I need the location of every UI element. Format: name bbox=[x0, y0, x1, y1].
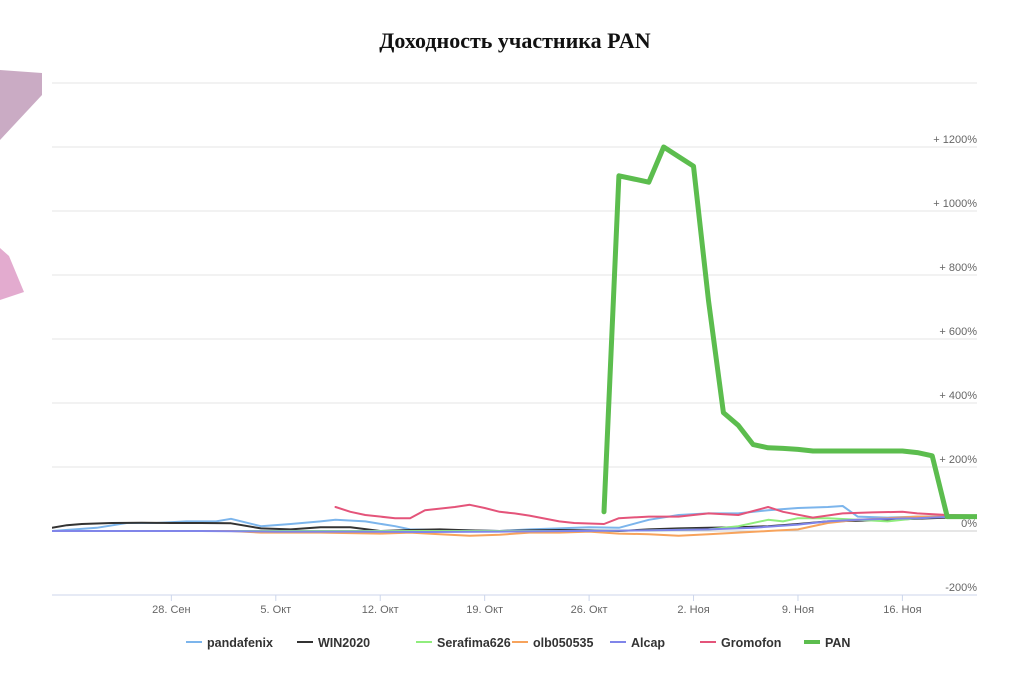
legend-label: WIN2020 bbox=[318, 636, 370, 650]
x-tick-label: 2. Ноя bbox=[677, 604, 709, 616]
x-axis: 28. Сен 5. Окт 12. Окт 19. Окт 26. Окт 2. Ноя… bbox=[52, 594, 977, 616]
x-tick-label: 19. Окт bbox=[466, 604, 503, 616]
legend-item-pan[interactable]: PAN bbox=[804, 636, 850, 650]
x-tick-label: 28. Сен bbox=[152, 604, 190, 616]
y-tick-label: + 1000% bbox=[933, 198, 977, 210]
legend: pandafenix WIN2020 Serafima626 olb050535 Alc… bbox=[186, 636, 850, 650]
legend-label: olb050535 bbox=[533, 636, 594, 650]
decor-shape-bottom bbox=[0, 248, 24, 300]
y-tick-label: -200% bbox=[945, 582, 977, 594]
legend-item-gromofon[interactable]: Gromofon bbox=[700, 636, 781, 650]
series-lines bbox=[52, 144, 978, 537]
y-tick-label: 0% bbox=[961, 518, 977, 530]
y-tick-label: + 800% bbox=[939, 262, 977, 274]
y-tick-label: + 600% bbox=[939, 326, 977, 338]
legend-item-olb050535[interactable]: olb050535 bbox=[512, 636, 594, 650]
x-tick-label: 5. Окт bbox=[260, 604, 291, 616]
x-tick-label: 9. Ноя bbox=[782, 604, 814, 616]
legend-label: Alcap bbox=[631, 636, 665, 650]
x-tick-label: 26. Окт bbox=[571, 604, 608, 616]
x-tick-label: 16. Ноя bbox=[883, 604, 921, 616]
series-line-alcap[interactable] bbox=[52, 515, 977, 533]
series-line-pan[interactable] bbox=[601, 144, 977, 520]
x-tick-label: 12. Окт bbox=[362, 604, 399, 616]
y-tick-label: + 200% bbox=[939, 454, 977, 466]
decor-shape-top bbox=[0, 70, 42, 140]
legend-item-serafima626[interactable]: Serafima626 bbox=[416, 636, 511, 650]
legend-label: Gromofon bbox=[721, 636, 781, 650]
y-axis: -200% 0% + 200% + 400% + 600% + 800% + 1000% + … bbox=[933, 134, 977, 594]
y-tick-label: + 400% bbox=[939, 390, 977, 402]
y-tick-label: + 1200% bbox=[933, 134, 977, 146]
legend-label: pandafenix bbox=[207, 636, 273, 650]
legend-item-win2020[interactable]: WIN2020 bbox=[297, 636, 370, 650]
legend-item-alcap[interactable]: Alcap bbox=[610, 636, 665, 650]
legend-item-pandafenix[interactable]: pandafenix bbox=[186, 636, 273, 650]
series-line-gromofon[interactable] bbox=[334, 503, 978, 525]
legend-label: Serafima626 bbox=[437, 636, 511, 650]
legend-label: PAN bbox=[825, 636, 850, 650]
chart-title: Доходность участника PAN bbox=[379, 28, 650, 53]
